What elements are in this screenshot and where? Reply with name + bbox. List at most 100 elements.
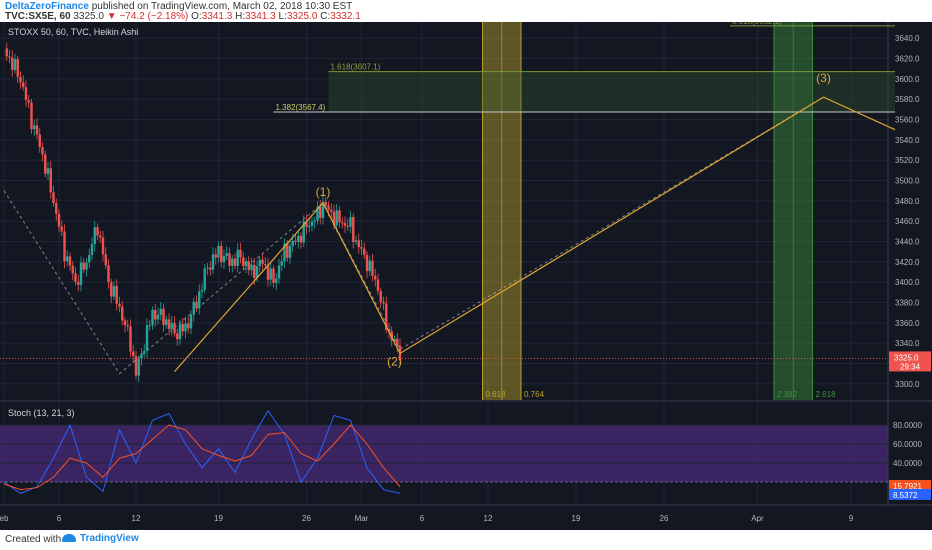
candle-body <box>352 216 355 242</box>
candle-body <box>357 240 360 248</box>
candle-body <box>134 356 138 376</box>
candle-body <box>192 301 195 315</box>
price-tick-label: 3420.0 <box>895 258 920 267</box>
fib-extension-zone <box>328 71 895 112</box>
price-tick-label: 3300.0 <box>895 380 920 389</box>
stoch-title: Stoch (13, 21, 3) <box>8 408 75 418</box>
candle-body <box>85 262 88 270</box>
candle-body <box>35 125 39 135</box>
candle-body <box>327 205 330 210</box>
stoch-tick-label: 40.0000 <box>893 459 922 468</box>
candle-body <box>396 338 399 346</box>
candle-body <box>115 286 118 304</box>
candle-body <box>211 254 215 270</box>
price-tick-label: 3360.0 <box>895 319 920 328</box>
candle-body <box>49 168 52 193</box>
candle-body <box>239 249 242 258</box>
candle-body <box>341 222 344 224</box>
candle-body <box>165 319 168 325</box>
high-value: 3341.3 <box>245 11 276 22</box>
time-tick-label: 19 <box>572 514 581 523</box>
candle-body <box>198 291 201 309</box>
candle-body <box>316 207 319 221</box>
candle-body <box>184 323 187 332</box>
candle-body <box>170 322 173 329</box>
candle-body <box>313 220 316 222</box>
candle-body <box>68 256 72 266</box>
candle-body <box>63 231 66 262</box>
price-tick-label: 3540.0 <box>895 136 920 145</box>
candle-body <box>173 322 176 334</box>
candle-body <box>90 244 94 256</box>
tradingview-logo[interactable]: TradingView <box>62 533 139 544</box>
candle-body <box>13 59 17 70</box>
footer: Created with TradingView <box>0 530 932 550</box>
candle-body <box>66 256 69 262</box>
candle-body <box>280 261 283 266</box>
candle-body <box>27 100 30 103</box>
candle-body <box>132 351 135 357</box>
candle-body <box>343 222 347 226</box>
stoch-tick-label: 60.0000 <box>893 440 922 449</box>
publisher-line: DeltaZeroFinance published on TradingVie… <box>5 1 352 12</box>
price-tick-label: 3640.0 <box>895 34 920 43</box>
fib-time-zone-label: 2.382 <box>777 390 798 399</box>
elliott-wave-line <box>174 96 896 373</box>
candle-body <box>5 48 8 57</box>
candle-body <box>101 237 105 255</box>
stoch-tick-label: 80.0000 <box>893 421 922 430</box>
candle-body <box>272 268 275 283</box>
candle-body <box>46 168 50 174</box>
price-tick-label: 3380.0 <box>895 299 920 308</box>
quote-line: TVC:SX5E, 60 3325.0 ▼ −74.2 (−2.18%) O:3… <box>5 11 361 22</box>
candle-body <box>38 134 41 148</box>
candle-body <box>189 314 193 329</box>
stoch-d-value: 15.7921 <box>893 482 922 491</box>
candle-body <box>266 265 270 280</box>
candle-body <box>181 323 184 332</box>
candle-body <box>277 265 281 279</box>
candle-body <box>151 309 154 326</box>
candle-body <box>269 268 272 280</box>
candle-body <box>236 249 239 266</box>
publisher-name[interactable]: DeltaZeroFinance <box>5 1 89 12</box>
chart-canvas[interactable]: 3300.03320.03340.03360.03380.03400.03420… <box>0 22 932 530</box>
fib-extension-label: 1.618(3607.1) <box>331 63 381 72</box>
close-label: C: <box>320 11 331 22</box>
candle-body <box>299 235 303 243</box>
candle-body <box>74 273 77 282</box>
candle-body <box>258 259 261 267</box>
wave-label: (3) <box>816 71 831 85</box>
price-axis-area <box>888 22 932 530</box>
candle-body <box>137 358 140 376</box>
candle-body <box>162 308 165 325</box>
candle-body <box>330 209 333 212</box>
candle-body <box>376 279 380 291</box>
chart-title: STOXX 50, 60, TVC, Heikin Ashi <box>8 27 138 37</box>
candle-body <box>57 213 61 227</box>
stoch-d-line <box>3 424 401 491</box>
price-tick-label: 3460.0 <box>895 217 920 226</box>
time-tick-label: eb <box>0 514 9 523</box>
candle-body <box>195 301 198 309</box>
candle-body <box>231 258 234 266</box>
time-tick-label: 12 <box>132 514 141 523</box>
price-tick-label: 3580.0 <box>895 95 920 104</box>
candle-body <box>365 254 369 272</box>
created-with-text: Created with <box>5 534 62 545</box>
published-text: published on TradingView.com, March 02, … <box>91 1 353 12</box>
candle-body <box>294 240 297 242</box>
candle-body <box>253 264 256 278</box>
candle-body <box>247 261 250 271</box>
last-price-label: 3325.0 <box>894 353 919 362</box>
time-tick-label: 26 <box>302 514 311 523</box>
candle-body <box>242 257 245 267</box>
price-change: −74.2 (−2.18%) <box>119 11 189 22</box>
candle-body <box>110 282 113 297</box>
time-tick-label: 12 <box>484 514 493 523</box>
candle-body <box>96 227 99 236</box>
candle-body <box>33 125 36 130</box>
stoch-k-badge <box>889 488 931 500</box>
candle-body <box>332 211 336 226</box>
